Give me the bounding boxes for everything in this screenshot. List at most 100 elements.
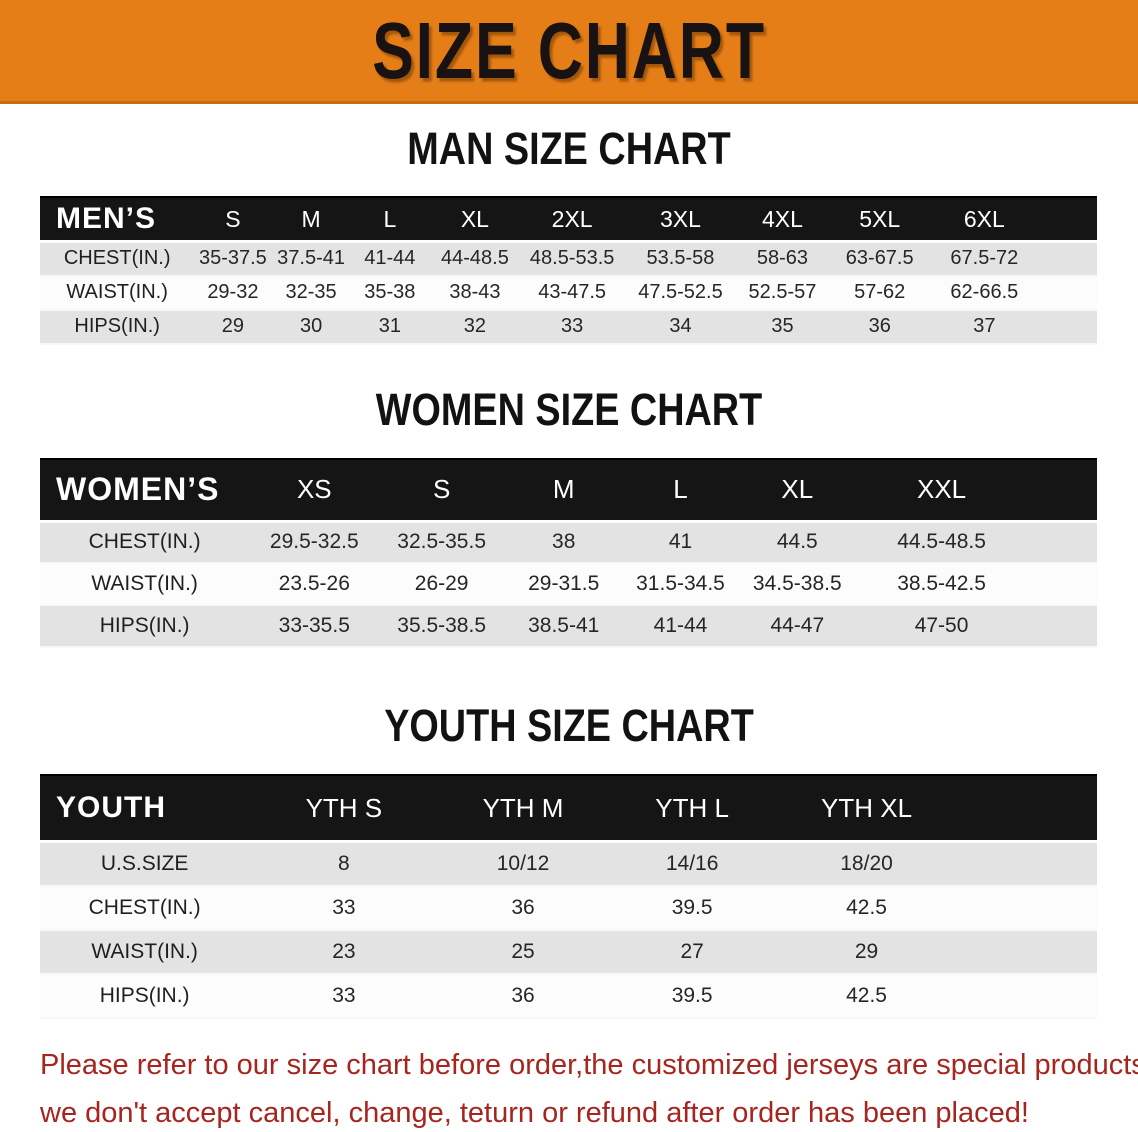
size-value: 52.5-57: [748, 281, 817, 303]
size-column-header: L: [623, 457, 738, 523]
row-label: HIPS(IN.): [74, 315, 160, 337]
banner: SIZE CHART: [0, 0, 1138, 104]
size-value: 35: [771, 315, 794, 337]
size-value: 23.5-26: [278, 572, 350, 595]
size-value: 67.5-72: [950, 247, 1019, 270]
table-header-row: MEN’S S M L XL 2XL 3XL 4XL 5XL 6XL: [40, 196, 1097, 243]
row-label: CHEST(IN.): [88, 530, 201, 554]
size-value: 38: [552, 530, 576, 554]
size-value: 31.5-34.5: [636, 572, 725, 595]
row-label: WAIST(IN.): [91, 939, 198, 963]
size-value: 33: [561, 315, 584, 337]
size-column-header: 5XL: [827, 196, 933, 243]
size-value: 39.5: [671, 983, 713, 1007]
size-value: 38.5-41: [528, 614, 600, 637]
group-label: YOUTH: [40, 774, 250, 843]
size-value: 30: [299, 315, 323, 337]
size-value: 18/20: [840, 851, 893, 875]
row-label: WAIST(IN.): [66, 281, 168, 303]
size-value: 25: [511, 939, 535, 963]
row-label: HIPS(IN.): [99, 983, 190, 1007]
size-value: 44-48.5: [440, 247, 509, 270]
table-header-row: WOMEN’S XS S M L XL XXL: [40, 457, 1097, 523]
size-value: 33: [332, 983, 356, 1007]
size-column-header: YTH L: [607, 774, 777, 843]
size-table-womens: WOMEN’S XS S M L XL XXL CHEST(IN.) 29.5-32.5 32…: [40, 457, 1097, 649]
size-value: 35.5-38.5: [397, 614, 487, 637]
size-column-header: M: [504, 457, 624, 523]
measurement-row: HIPS(IN.) 33 36 39.5 42.5: [40, 973, 1097, 1018]
size-value: 32: [463, 315, 487, 337]
row-filler: [1037, 242, 1097, 276]
size-chart-section-youth: YOUTH SIZE CHART YOUTH YTH S YTH M YTH L YT…: [0, 700, 1138, 1019]
row-filler: [1026, 605, 1097, 647]
size-value: 63-67.5: [845, 247, 914, 270]
size-value: 36: [868, 315, 891, 337]
size-column-header: 4XL: [737, 196, 828, 243]
measurement-row: HIPS(IN.) 29 30 31 32 33 34 35 36 37: [40, 309, 1097, 344]
group-label: WOMEN’S: [40, 457, 250, 523]
size-column-header: S: [194, 196, 272, 243]
row-filler: [956, 930, 1097, 974]
size-value: 47.5-52.5: [638, 281, 723, 303]
size-value: 27: [680, 939, 704, 963]
row-filler: [1026, 521, 1097, 563]
size-chart-section-mens: MAN SIZE CHART MEN’S S M L XL 2XL 3XL 4XL 5XL 6X…: [0, 124, 1138, 345]
row-filler: [1037, 276, 1097, 310]
measurement-row: CHEST(IN.) 29.5-32.5 32.5-35.5 38 41 44.5 44.5…: [40, 521, 1097, 563]
charts-container: MAN SIZE CHART MEN’S S M L XL 2XL 3XL 4XL 5XL 6X…: [0, 124, 1138, 1019]
size-column-header: M: [271, 196, 351, 243]
size-value: 31: [378, 315, 401, 337]
size-value: 14/16: [665, 851, 719, 875]
row-filler: [956, 886, 1097, 930]
section-heading: YOUTH SIZE CHART: [384, 700, 754, 751]
size-value: 29-32: [207, 281, 259, 303]
row-filler: [956, 974, 1097, 1018]
size-column-header: XL: [428, 196, 521, 243]
notice-line-1: Please refer to our size chart before or…: [40, 1048, 1138, 1081]
size-column-header: YTH XL: [776, 774, 957, 843]
size-value: 10/12: [496, 851, 550, 875]
size-value: 36: [511, 983, 535, 1007]
size-value: 29-31.5: [528, 572, 600, 595]
measurement-row: WAIST(IN.) 23.5-26 26-29 29-31.5 31.5-34.5 34…: [40, 563, 1097, 605]
measurement-row: CHEST(IN.) 33 36 39.5 42.5: [40, 885, 1097, 930]
size-column-header: S: [379, 457, 504, 523]
size-value: 42.5: [846, 895, 887, 919]
measurement-row: HIPS(IN.) 33-35.5 35.5-38.5 38.5-41 41-44 44-…: [40, 605, 1097, 647]
size-value: 58-63: [756, 247, 809, 270]
size-value: 35-37.5: [198, 247, 267, 270]
size-value: 44.5-48.5: [897, 530, 986, 554]
size-value: 36: [511, 895, 535, 919]
row-label: U.S.SIZE: [100, 851, 189, 875]
order-notice: Please refer to our size chart before or…: [40, 1041, 1138, 1132]
size-value: 32-35: [285, 281, 337, 303]
size-value: 23: [332, 939, 356, 963]
size-value: 29: [854, 939, 879, 963]
size-value: 48.5-53.5: [529, 247, 615, 270]
size-value: 43-47.5: [538, 281, 607, 303]
row-filler: [1037, 310, 1097, 344]
size-value: 29: [221, 315, 245, 337]
row-filler: [956, 842, 1097, 886]
size-value: 37.5-41: [277, 247, 346, 270]
size-table-youth: YOUTH YTH S YTH M YTH L YTH XL U.S.SIZE 8 10/…: [40, 774, 1097, 1019]
size-column-header: YTH M: [438, 774, 608, 843]
size-value: 26-29: [414, 572, 469, 595]
size-value: 34: [669, 315, 692, 337]
row-label: HIPS(IN.): [99, 614, 190, 637]
size-column-header: 3XL: [623, 196, 738, 243]
size-value: 33: [332, 895, 356, 919]
notice-line-2: we don't accept cancel, change, teturn o…: [40, 1096, 1029, 1129]
size-column-header: XXL: [857, 457, 1027, 523]
row-label: CHEST(IN.): [88, 895, 201, 919]
size-value: 44.5: [776, 530, 818, 554]
size-value: 38-43: [449, 281, 501, 303]
size-table-mens: MEN’S S M L XL 2XL 3XL 4XL 5XL 6XL CHEST(IN.) 35-…: [40, 196, 1097, 345]
table-header-row: YOUTH YTH S YTH M YTH L YTH XL: [40, 774, 1097, 843]
row-label: WAIST(IN.): [91, 572, 198, 595]
size-value: 39.5: [671, 895, 713, 919]
size-value: 41: [668, 530, 693, 554]
size-column-header: 6XL: [932, 196, 1037, 243]
